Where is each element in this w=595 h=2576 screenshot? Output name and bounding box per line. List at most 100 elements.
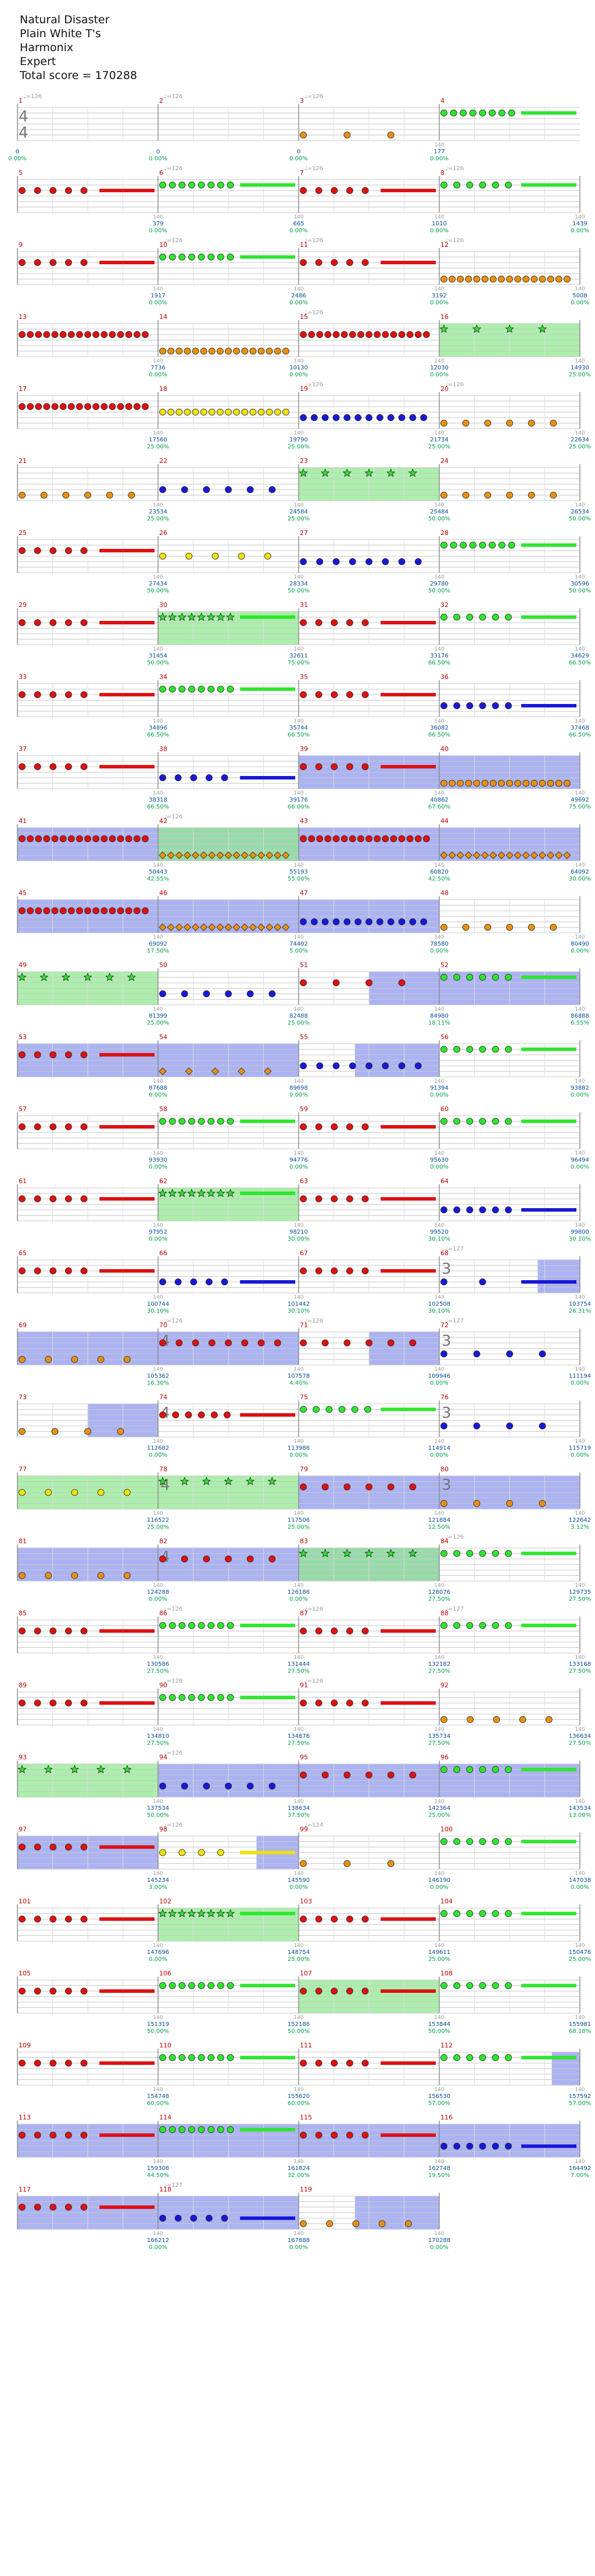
bar-number: 112 <box>440 2042 453 2049</box>
timing-label: 140 <box>153 863 163 868</box>
note-gem <box>49 187 57 194</box>
note-gem <box>51 403 59 410</box>
note-gem <box>519 1716 526 1723</box>
note-gem <box>80 1700 88 1706</box>
bar-number: 7 <box>300 169 304 177</box>
note-gem <box>80 619 88 626</box>
note-gem <box>19 259 26 266</box>
note-gem <box>43 835 51 842</box>
bar-number: 105 <box>19 1970 31 1977</box>
note-gem <box>346 1700 353 1706</box>
note-gem <box>492 1550 499 1557</box>
note-gem <box>361 1988 369 1995</box>
note-gem <box>67 403 75 410</box>
note-gem <box>506 491 513 499</box>
note-gem <box>19 1051 26 1058</box>
note-gem <box>349 558 356 565</box>
note-gem <box>45 1489 52 1496</box>
note-gem <box>343 414 351 421</box>
note-gem <box>484 924 492 931</box>
sustain-tail <box>240 1623 295 1627</box>
bar-score: 133168 <box>569 1661 591 1668</box>
timing-label: 140 <box>153 1511 163 1517</box>
sustain-tail <box>381 2061 436 2065</box>
timing-label: 140 <box>293 1367 303 1373</box>
bar-number: 14 <box>159 313 167 321</box>
timing-label: 140 <box>575 1079 585 1084</box>
note-gem <box>19 763 26 770</box>
note-gem <box>473 1500 481 1507</box>
note-gem <box>19 1195 26 1202</box>
bar-number: 82 <box>159 1537 167 1545</box>
sustain-tail <box>240 1280 295 1284</box>
bar-score: 84980 <box>430 1013 449 1019</box>
note-gem <box>188 253 195 261</box>
note-gem <box>464 851 472 860</box>
note-gem <box>34 259 41 266</box>
note-gem <box>409 1483 417 1490</box>
note-gem <box>316 835 324 842</box>
bar-percent: 25.00% <box>147 444 169 450</box>
bar-percent: 27.50% <box>428 1596 450 1603</box>
note-gem <box>387 1483 395 1490</box>
note-gem <box>346 1123 353 1130</box>
note-gem <box>141 835 149 842</box>
note-gem <box>563 851 571 860</box>
note-gem <box>159 1622 166 1629</box>
timing-label: 140 <box>575 1223 585 1228</box>
note-gem <box>365 1483 372 1490</box>
note-gem <box>174 774 182 781</box>
bar-percent: 25.00% <box>428 1812 450 1819</box>
note-gem <box>453 181 461 189</box>
bar-number: 3 <box>300 97 304 105</box>
note-gem <box>457 779 464 787</box>
note-gem <box>80 547 88 554</box>
bar-percent: 0.00% <box>289 372 308 378</box>
note-gem <box>331 259 338 266</box>
sustain-tail <box>521 1623 576 1627</box>
note-gem <box>192 347 199 355</box>
bar-score: 122642 <box>569 1517 591 1524</box>
note-gem <box>188 1982 195 1989</box>
note-gem <box>466 1550 474 1557</box>
bar-number: 92 <box>440 1682 449 1689</box>
note-gem <box>346 1267 353 1274</box>
note-gem <box>184 347 191 355</box>
bar-number: 94 <box>159 1754 167 1761</box>
note-gem <box>169 181 176 189</box>
bar-percent: 0.00% <box>149 1164 167 1170</box>
note-gem <box>545 1716 553 1723</box>
note-gem <box>324 835 332 842</box>
bar-number: 118 <box>159 2186 171 2193</box>
note-gem <box>257 923 266 932</box>
note-gem <box>550 924 557 931</box>
note-gem <box>206 1909 216 1918</box>
bar-percent: 75.00% <box>288 660 310 666</box>
note-gem <box>159 486 166 493</box>
bar-score: 60820 <box>430 869 449 875</box>
note-gem <box>321 1339 329 1346</box>
note-gem <box>453 1622 461 1629</box>
bar-number: 10 <box>159 241 167 249</box>
note-gem <box>492 973 499 981</box>
note-gem <box>361 619 369 626</box>
note-gem <box>62 491 70 499</box>
timing-label: 140 <box>434 1655 444 1661</box>
note-gem <box>159 408 166 416</box>
timing-label: 140 <box>575 2159 585 2165</box>
note-gem <box>505 1766 512 1773</box>
note-gem <box>340 331 348 338</box>
note-gem <box>300 414 307 421</box>
bar-score: 102508 <box>428 1301 450 1307</box>
bar-percent: 27.50% <box>147 1668 169 1675</box>
bar-percent: 66.50% <box>288 732 310 738</box>
note-gem <box>141 331 149 338</box>
note-gem <box>117 835 124 842</box>
note-gem <box>365 558 372 565</box>
note-gem <box>449 275 456 283</box>
note-gem <box>19 187 26 194</box>
timing-label: 140 <box>293 1439 303 1445</box>
note-gem <box>159 1694 166 1701</box>
note-gem <box>159 1555 166 1562</box>
note-gem <box>537 324 547 333</box>
